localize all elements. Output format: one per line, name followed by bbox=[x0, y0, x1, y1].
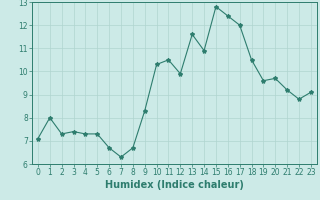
X-axis label: Humidex (Indice chaleur): Humidex (Indice chaleur) bbox=[105, 180, 244, 190]
